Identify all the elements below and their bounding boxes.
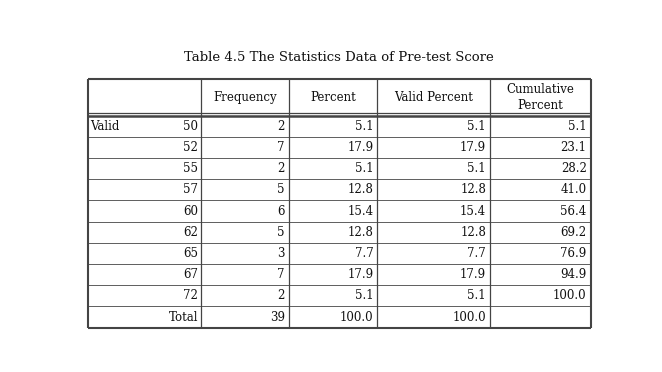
Text: 5.1: 5.1 — [467, 289, 486, 302]
Text: 6: 6 — [277, 205, 285, 218]
Text: Table 4.5 The Statistics Data of Pre-test Score: Table 4.5 The Statistics Data of Pre-tes… — [185, 51, 494, 64]
Text: 100.0: 100.0 — [452, 311, 486, 324]
Text: 52: 52 — [183, 141, 198, 154]
Text: 2: 2 — [277, 162, 285, 175]
Text: 15.4: 15.4 — [460, 205, 486, 218]
Text: 67: 67 — [183, 268, 198, 281]
Text: 7: 7 — [277, 141, 285, 154]
Text: 17.9: 17.9 — [347, 141, 373, 154]
Text: 39: 39 — [270, 311, 285, 324]
Text: 12.8: 12.8 — [460, 183, 486, 196]
Text: 56.4: 56.4 — [560, 205, 587, 218]
Text: 76.9: 76.9 — [560, 247, 587, 260]
Text: 5.1: 5.1 — [467, 120, 486, 133]
Text: 7.7: 7.7 — [467, 247, 486, 260]
Text: Valid: Valid — [90, 120, 119, 133]
Text: 41.0: 41.0 — [561, 183, 587, 196]
Text: 65: 65 — [183, 247, 198, 260]
Text: 5: 5 — [277, 226, 285, 239]
Text: 94.9: 94.9 — [560, 268, 587, 281]
Text: Percent: Percent — [310, 91, 356, 104]
Text: 5.1: 5.1 — [355, 289, 373, 302]
Text: Valid Percent: Valid Percent — [395, 91, 473, 104]
Text: 55: 55 — [183, 162, 198, 175]
Text: 28.2: 28.2 — [561, 162, 587, 175]
Text: 12.8: 12.8 — [348, 183, 373, 196]
Text: 5.1: 5.1 — [355, 162, 373, 175]
Text: 72: 72 — [183, 289, 198, 302]
Text: Frequency: Frequency — [213, 91, 277, 104]
Text: 2: 2 — [277, 289, 285, 302]
Text: 60: 60 — [183, 205, 198, 218]
Text: 17.9: 17.9 — [347, 268, 373, 281]
Text: 17.9: 17.9 — [460, 268, 486, 281]
Text: 69.2: 69.2 — [561, 226, 587, 239]
Text: 50: 50 — [183, 120, 198, 133]
Text: 23.1: 23.1 — [561, 141, 587, 154]
Text: 12.8: 12.8 — [460, 226, 486, 239]
Text: 5.1: 5.1 — [467, 162, 486, 175]
Text: 100.0: 100.0 — [340, 311, 373, 324]
Text: 15.4: 15.4 — [347, 205, 373, 218]
Text: 7.7: 7.7 — [355, 247, 373, 260]
Text: 5.1: 5.1 — [355, 120, 373, 133]
Text: 3: 3 — [277, 247, 285, 260]
Text: 62: 62 — [183, 226, 198, 239]
Text: 7: 7 — [277, 268, 285, 281]
Text: 57: 57 — [183, 183, 198, 196]
Text: 5: 5 — [277, 183, 285, 196]
Text: 2: 2 — [277, 120, 285, 133]
Text: 17.9: 17.9 — [460, 141, 486, 154]
Text: Cumulative
Percent: Cumulative Percent — [506, 83, 575, 112]
Text: 5.1: 5.1 — [568, 120, 587, 133]
Text: 12.8: 12.8 — [348, 226, 373, 239]
Text: Total: Total — [169, 311, 198, 324]
Text: 100.0: 100.0 — [553, 289, 587, 302]
